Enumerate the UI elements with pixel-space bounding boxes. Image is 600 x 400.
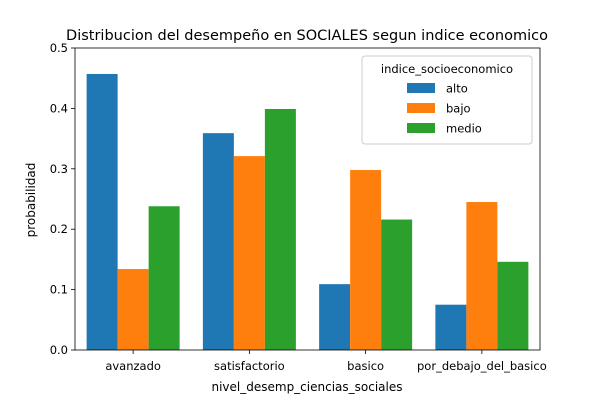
y-tick-label: 0.3 [50, 162, 68, 176]
axes-group: 0.0 0.1 0.2 0.3 0.4 0.5 avanzado satisfactorio b… [50, 41, 547, 373]
y-axis-label: probabilidad [24, 163, 38, 238]
legend-swatch-bajo [407, 103, 435, 113]
legend-swatch-alto [407, 83, 435, 93]
y-tick-label: 0.2 [50, 222, 68, 236]
bar-medio-por_debajo_del_basico [497, 261, 529, 350]
bar-medio-satisfactorio [264, 109, 296, 350]
bar-bajo-basico [350, 170, 382, 350]
chart-title: Distribucion del desempeño en SOCIALES s… [66, 28, 548, 44]
legend-label-medio: medio [446, 122, 482, 136]
legend-swatch-medio [407, 123, 435, 133]
legend-label-bajo: bajo [446, 102, 471, 116]
bars-group [86, 73, 529, 350]
y-tick-label: 0.0 [50, 343, 68, 357]
y-tick-label: 0.1 [50, 283, 68, 297]
x-axis-label: nivel_desemp_ciencias_sociales [211, 380, 402, 394]
bar-alto-avanzado [86, 73, 118, 350]
bar-bajo-avanzado [117, 269, 149, 350]
x-tick-label: basico [347, 359, 384, 373]
bar-alto-basico [319, 284, 351, 350]
bar-medio-avanzado [148, 206, 180, 350]
bar-bajo-por_debajo_del_basico [466, 202, 498, 350]
x-tick-label: satisfactorio [214, 359, 285, 373]
plot-frame [74, 47, 541, 351]
y-tick-label: 0.4 [50, 101, 68, 115]
bar-alto-por_debajo_del_basico [435, 304, 467, 350]
x-tick-label: avanzado [105, 359, 161, 373]
bar-medio-basico [381, 219, 413, 350]
legend-label-alto: alto [446, 82, 468, 96]
bar-alto-satisfactorio [202, 133, 234, 350]
bar-bajo-satisfactorio [233, 156, 265, 350]
x-tick-label: por_debajo_del_basico [417, 359, 547, 373]
legend-title: indice_socioeconomico [381, 62, 513, 76]
legend-frame [361, 55, 533, 145]
y-tick-label: 0.5 [50, 41, 68, 55]
